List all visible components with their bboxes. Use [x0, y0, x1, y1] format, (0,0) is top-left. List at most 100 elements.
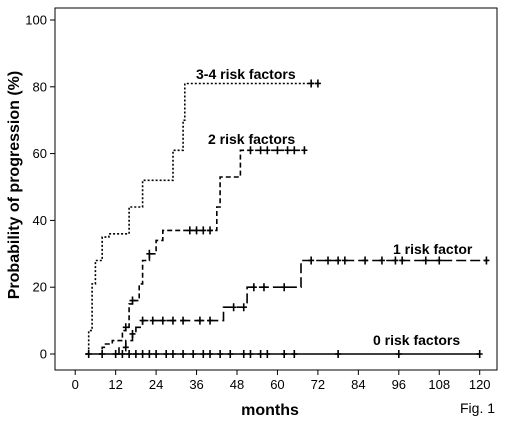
x-tick-label: 36 [189, 377, 203, 392]
censor-mark [281, 350, 288, 358]
x-tick-label: 0 [72, 377, 79, 392]
censor-mark [112, 350, 119, 358]
censor-mark [169, 350, 176, 358]
censor-mark [483, 256, 490, 265]
censor-mark [314, 79, 321, 88]
series-line [98, 149, 305, 355]
censor-mark [341, 256, 348, 265]
series-layer [85, 79, 490, 358]
censor-mark [149, 316, 156, 325]
censor-mark [257, 146, 264, 155]
censor-mark [395, 350, 402, 358]
censor-mark [308, 256, 315, 265]
censor-mark [291, 146, 298, 155]
censor-mark [139, 350, 146, 358]
label-layer: 3-4 risk factors 2 risk factors 1 risk fac… [196, 66, 473, 348]
censor-mark [122, 343, 129, 352]
series-line [85, 82, 318, 355]
censor-mark [284, 146, 291, 155]
y-tick-label: 0 [40, 347, 47, 362]
censor-mark [247, 350, 254, 358]
censor-mark [230, 303, 237, 312]
censor-mark [227, 350, 234, 358]
series-0-risk-factors [85, 350, 483, 358]
censor-mark [217, 350, 224, 358]
censor-mark [362, 256, 369, 265]
censor-mark [129, 329, 136, 338]
x-tick-label: 48 [230, 377, 244, 392]
censor-mark [163, 350, 170, 358]
censor-mark [126, 350, 133, 358]
y-tick-label: 20 [33, 280, 47, 295]
censor-mark [159, 316, 166, 325]
series-label: 2 risk factors [208, 131, 295, 147]
censor-mark [193, 226, 200, 235]
censor-mark [301, 146, 308, 155]
series-1-risk-factor [115, 256, 490, 355]
censor-mark [399, 256, 406, 265]
censor-mark [180, 316, 187, 325]
censor-mark [240, 303, 247, 312]
censor-mark [392, 256, 399, 265]
censor-mark [250, 283, 257, 292]
y-axis-title: Probability of progression (%) [6, 71, 23, 299]
series-label: 3-4 risk factors [196, 66, 296, 82]
series-label: 1 risk factor [393, 241, 473, 257]
series-2-risk-factors [98, 146, 308, 355]
x-tick-label: 108 [428, 377, 450, 392]
censor-mark [422, 256, 429, 265]
censor-mark [378, 256, 385, 265]
censor-mark [153, 350, 160, 358]
plot-frame [54, 7, 498, 371]
y-tick-label: 100 [25, 13, 47, 28]
censor-mark [85, 350, 92, 358]
x-tick-label: 60 [270, 377, 284, 392]
x-tick-label: 72 [311, 377, 325, 392]
censor-mark [169, 316, 176, 325]
censor-mark [207, 350, 214, 358]
censor-mark [132, 350, 139, 358]
series-label: 0 risk factors [373, 332, 460, 348]
censor-mark [146, 350, 153, 358]
x-axis-title: months [241, 402, 299, 419]
censor-mark [139, 316, 146, 325]
censor-mark [274, 146, 281, 155]
x-tick-label: 24 [149, 377, 163, 392]
x-tick-label: 84 [351, 377, 365, 392]
censor-mark [308, 79, 315, 88]
censor-mark [207, 316, 214, 325]
figure-label: Fig. 1 [460, 400, 495, 416]
censor-mark [200, 350, 207, 358]
censor-mark [291, 350, 298, 358]
censor-mark [257, 350, 264, 358]
y-tick-label: 80 [33, 79, 47, 94]
censor-mark [196, 316, 203, 325]
censor-mark [264, 146, 271, 155]
x-tick-label: 96 [392, 377, 406, 392]
censor-mark [247, 146, 254, 155]
censor-mark [325, 256, 332, 265]
x-tick-label: 120 [469, 377, 491, 392]
censor-mark [260, 283, 267, 292]
y-tick-label: 40 [33, 213, 47, 228]
censor-mark [240, 350, 247, 358]
censor-mark [122, 323, 129, 332]
censor-mark [436, 256, 443, 265]
censor-mark [335, 256, 342, 265]
censor-mark [335, 350, 342, 358]
axes-layer: 0 12 24 36 48 60 72 84 96 108 120 0 20 40 60 80 100 [25, 7, 498, 392]
censor-mark [190, 350, 197, 358]
censor-mark [119, 350, 126, 358]
censor-mark [99, 350, 106, 358]
censor-mark [186, 226, 193, 235]
censor-mark [129, 296, 136, 305]
censor-mark [264, 350, 271, 358]
censor-mark [281, 283, 288, 292]
series-3-4-risk-factors [85, 79, 321, 355]
censor-mark [200, 226, 207, 235]
censor-mark [146, 249, 153, 258]
censor-mark [207, 226, 214, 235]
y-tick-label: 60 [33, 146, 47, 161]
